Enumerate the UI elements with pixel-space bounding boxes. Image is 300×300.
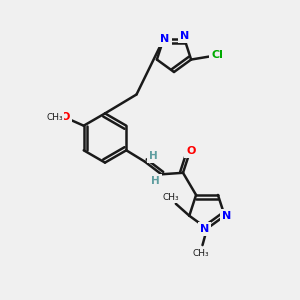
Text: Cl: Cl [212,50,224,60]
Text: CH₃: CH₃ [163,193,180,202]
Text: N: N [180,31,189,41]
Text: N: N [200,224,209,234]
Text: N: N [223,211,232,221]
Text: N: N [160,34,170,44]
Text: O: O [60,112,70,122]
Text: H: H [149,151,158,161]
Text: O: O [186,146,196,156]
Text: H: H [151,176,160,186]
Text: CH₃: CH₃ [46,113,63,122]
Text: CH₃: CH₃ [193,249,209,258]
